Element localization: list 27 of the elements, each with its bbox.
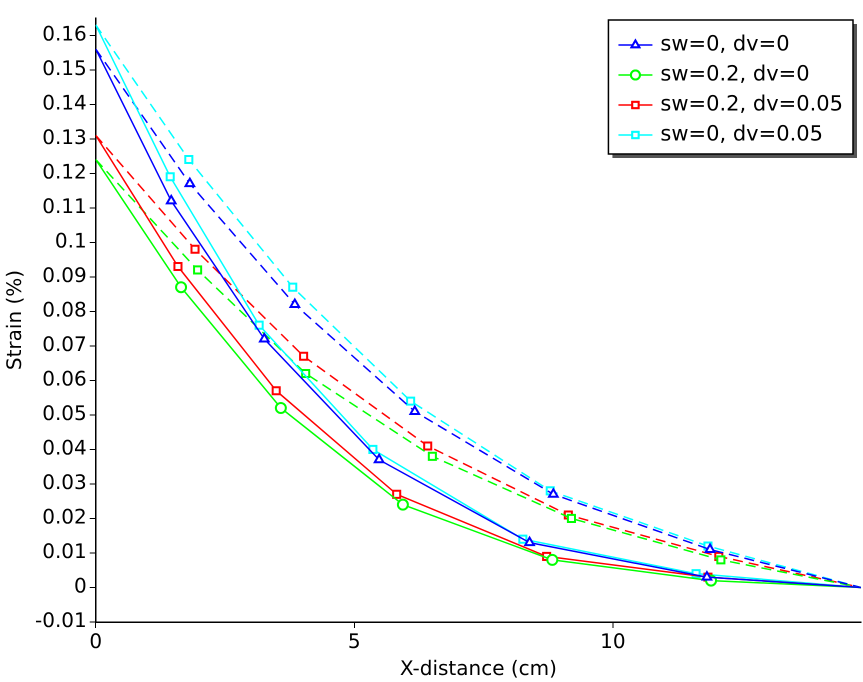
y-tick-label: 0 xyxy=(74,574,87,598)
legend-label: sw=0.2, dv=0 xyxy=(660,61,810,86)
y-tick-label: 0.06 xyxy=(42,366,87,391)
y-tick-label: 0.02 xyxy=(42,504,87,529)
y-tick-label: 0.01 xyxy=(42,539,87,564)
y-tick-label: 0.14 xyxy=(42,90,87,114)
x-tick-label: 0 xyxy=(89,629,102,654)
y-tick-label: 0.1 xyxy=(54,228,87,253)
x-tick-label: 10 xyxy=(600,629,626,654)
legend-label: sw=0, dv=0.05 xyxy=(660,121,823,146)
y-tick-label: 0.11 xyxy=(42,194,87,218)
legend-label: sw=0, dv=0 xyxy=(660,31,790,56)
y-tick-label: 0.03 xyxy=(42,470,87,494)
y-tick-label: 0.09 xyxy=(42,263,87,288)
y-tick-label: 0.08 xyxy=(42,298,87,322)
y-tick-label: 0.12 xyxy=(42,160,87,184)
y-tick-label: 0.15 xyxy=(42,56,87,80)
y-axis-title: Strain (%) xyxy=(2,270,26,370)
y-tick-label: 0.16 xyxy=(42,21,87,46)
y-tick-label: 0.04 xyxy=(42,436,87,460)
legend-label: sw=0.2, dv=0.05 xyxy=(660,91,844,116)
x-axis-title: X-distance (cm) xyxy=(400,656,557,680)
y-tick-label: 0.05 xyxy=(42,401,87,426)
y-tick-label: -0.01 xyxy=(35,608,87,632)
x-tick-label: 5 xyxy=(348,629,361,654)
y-tick-label: 0.07 xyxy=(42,332,87,356)
y-tick-label: 0.13 xyxy=(42,125,87,150)
